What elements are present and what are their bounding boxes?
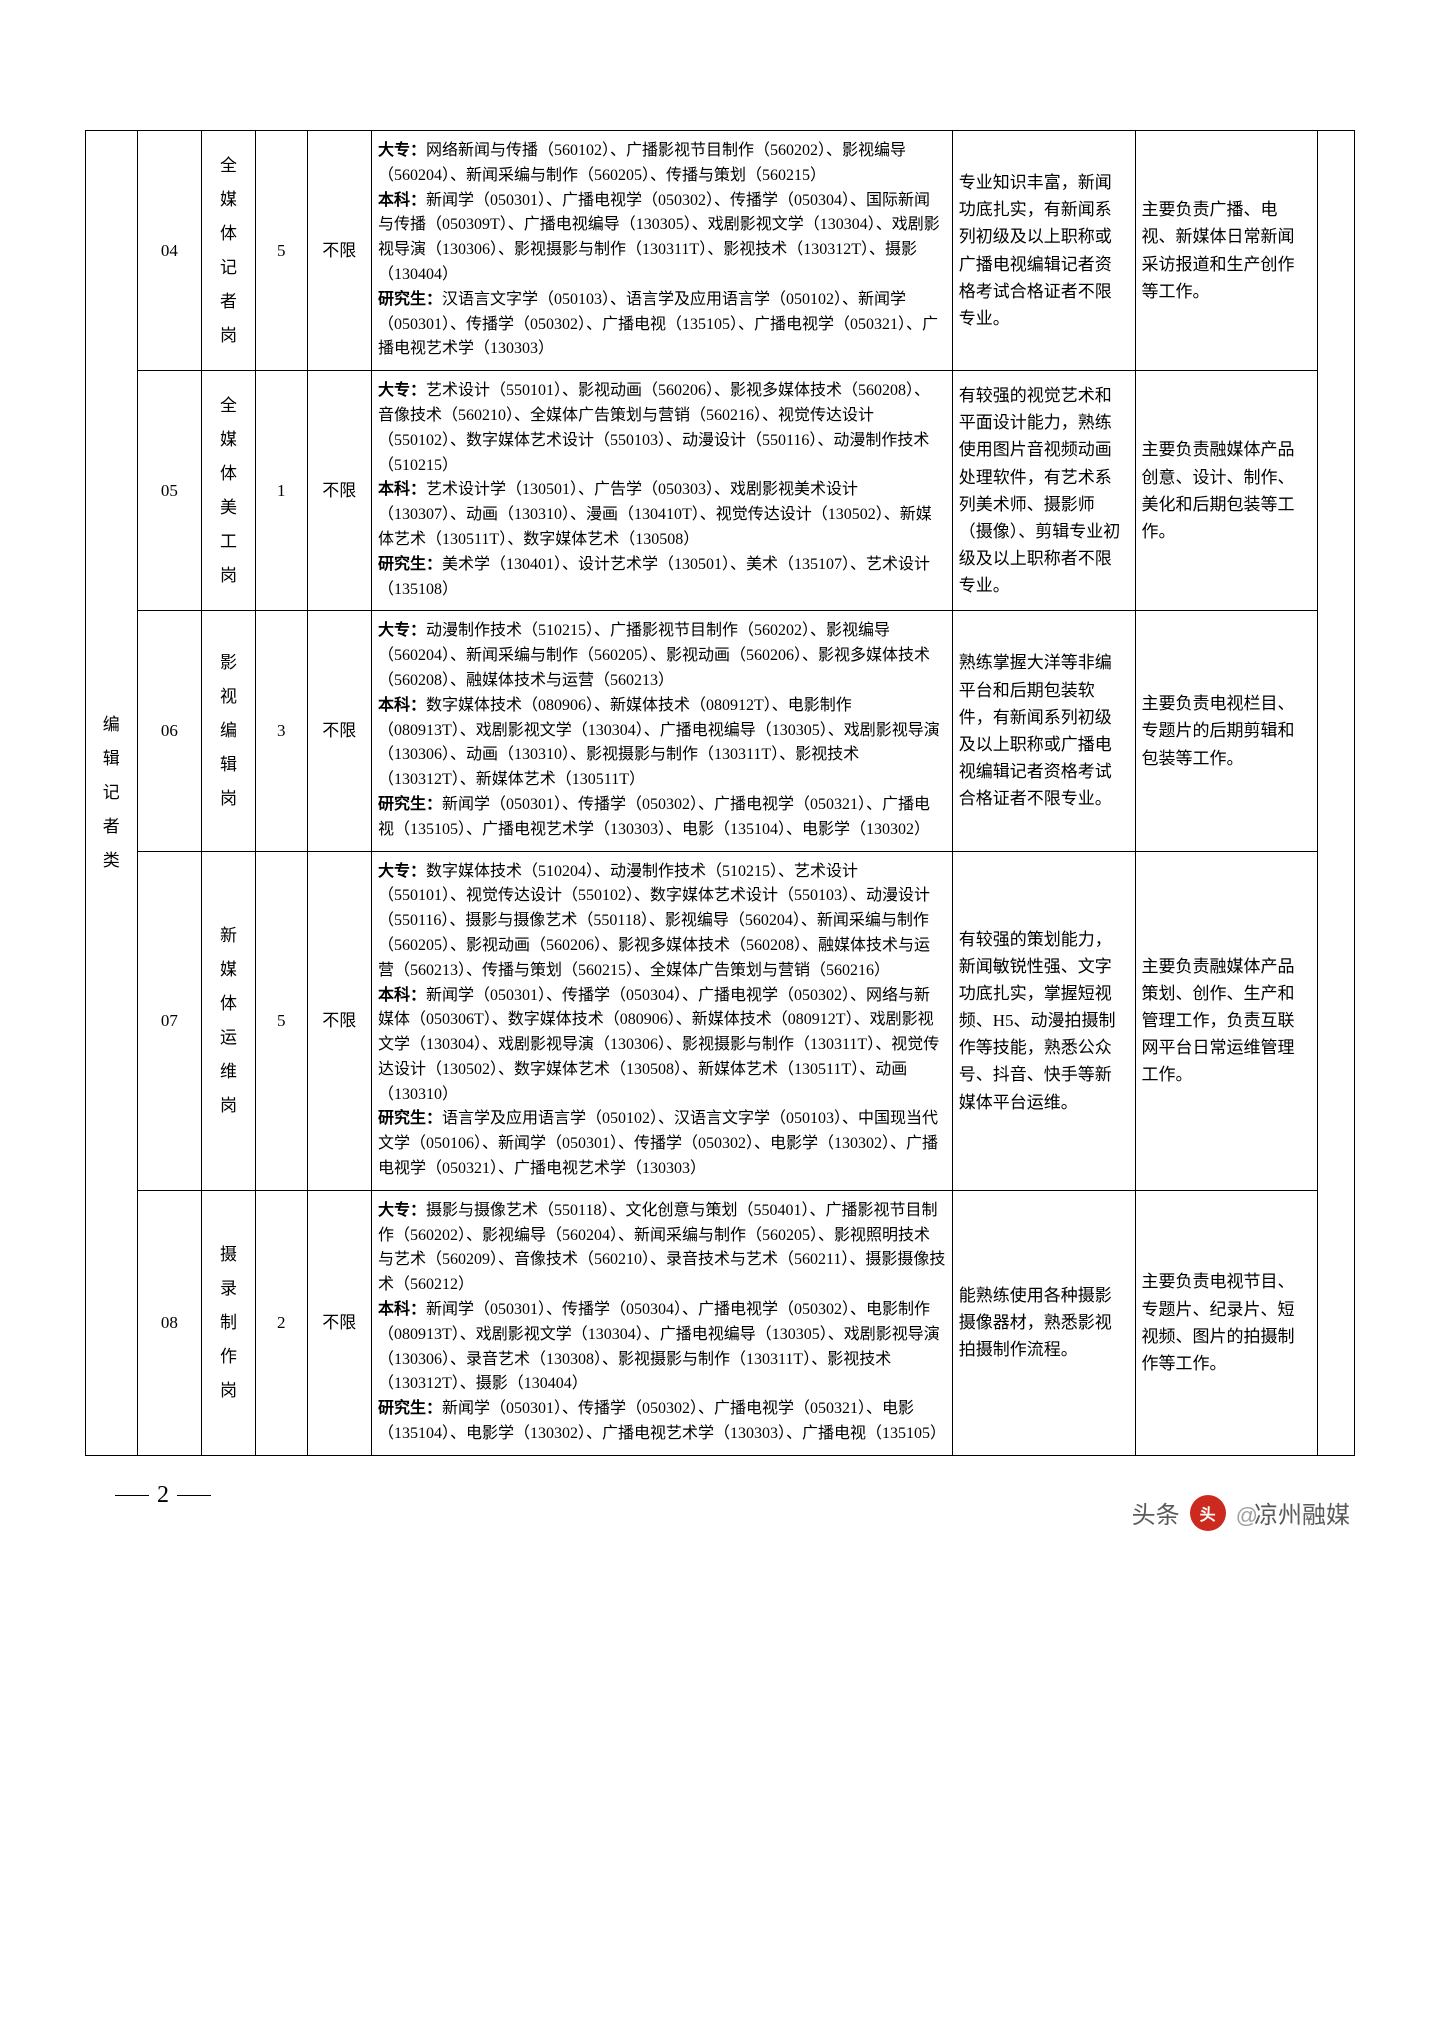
recruitment-table: 编辑记者类04全媒体记者岗5不限大专：网络新闻与传播（560102）、广播影视节… [85,130,1355,1456]
table-row: 编辑记者类04全媒体记者岗5不限大专：网络新闻与传播（560102）、广播影视节… [86,131,1355,371]
code-cell: 08 [137,1190,202,1455]
code-cell: 06 [137,611,202,851]
code-cell: 07 [137,851,202,1190]
empty-cell [1318,131,1355,1456]
table-row: 08摄录制作岗2不限大专：摄影与摄像艺术（550118）、文化创意与策划（550… [86,1190,1355,1455]
position-cell: 全媒体美工岗 [202,371,256,611]
req-cell: 能熟练使用各种摄影摄像器材，熟悉影视拍摄制作流程。 [952,1190,1135,1455]
position-cell: 摄录制作岗 [202,1190,256,1455]
spec-cell: 大专：网络新闻与传播（560102）、广播影视节目制作（560202）、影视编导… [372,131,953,371]
spec-cell: 大专：动漫制作技术（510215）、广播影视节目制作（560202）、影视编导（… [372,611,953,851]
logo-icon: 头 [1190,1495,1226,1531]
count-cell: 3 [255,611,307,851]
table-row: 05全媒体美工岗1不限大专：艺术设计（550101）、影视动画（560206）、… [86,371,1355,611]
spec-cell: 大专：数字媒体技术（510204）、动漫制作技术（510215）、艺术设计（55… [372,851,953,1190]
code-cell: 04 [137,131,202,371]
category-cell: 编辑记者类 [86,131,138,1456]
duty-cell: 主要负责融媒体产品创意、设计、制作、美化和后期包装等工作。 [1135,371,1318,611]
count-cell: 5 [255,851,307,1190]
req-cell: 专业知识丰富，新闻功底扎实，有新闻系列初级及以上职称或广播电视编辑记者资格考试合… [952,131,1135,371]
limit-cell: 不限 [307,1190,372,1455]
duty-cell: 主要负责电视节目、专题片、纪录片、短视频、图片的拍摄制作等工作。 [1135,1190,1318,1455]
page-number: 2 [157,1482,169,1509]
watermark-name: 凉州融媒 [1254,1502,1350,1529]
limit-cell: 不限 [307,611,372,851]
duty-cell: 主要负责融媒体产品策划、创作、生产和管理工作，负责互联网平台日常运维管理工作。 [1135,851,1318,1190]
limit-cell: 不限 [307,371,372,611]
position-cell: 全媒体记者岗 [202,131,256,371]
position-cell: 新媒体运维岗 [202,851,256,1190]
code-cell: 05 [137,371,202,611]
count-cell: 2 [255,1190,307,1455]
spec-cell: 大专：艺术设计（550101）、影视动画（560206）、影视多媒体技术（560… [372,371,953,611]
position-cell: 影视编辑岗 [202,611,256,851]
category-label: 编辑记者类 [92,708,131,878]
limit-cell: 不限 [307,851,372,1190]
duty-cell: 主要负责电视栏目、专题片的后期剪辑和包装等工作。 [1135,611,1318,851]
spec-cell: 大专：摄影与摄像艺术（550118）、文化创意与策划（550401）、广播影视节… [372,1190,953,1455]
dash-icon [115,1495,149,1497]
table-row: 07新媒体运维岗5不限大专：数字媒体技术（510204）、动漫制作技术（5102… [86,851,1355,1190]
watermark: 头条 头 @凉州融媒 [1132,1495,1350,1531]
req-cell: 熟练掌握大洋等非编平台和后期包装软件，有新闻系列初级及以上职称或广播电视编辑记者… [952,611,1135,851]
req-cell: 有较强的策划能力，新闻敏锐性强、文字功底扎实，掌握短视频、H5、动漫拍摄制作等技… [952,851,1135,1190]
dash-icon [177,1495,211,1497]
count-cell: 5 [255,131,307,371]
limit-cell: 不限 [307,131,372,371]
req-cell: 有较强的视觉艺术和平面设计能力，熟练使用图片音视频动画处理软件，有艺术系列美术师… [952,371,1135,611]
count-cell: 1 [255,371,307,611]
duty-cell: 主要负责广播、电视、新媒体日常新闻采访报道和生产创作等工作。 [1135,131,1318,371]
watermark-source: 头条 [1132,1495,1180,1530]
table-row: 06影视编辑岗3不限大专：动漫制作技术（510215）、广播影视节目制作（560… [86,611,1355,851]
